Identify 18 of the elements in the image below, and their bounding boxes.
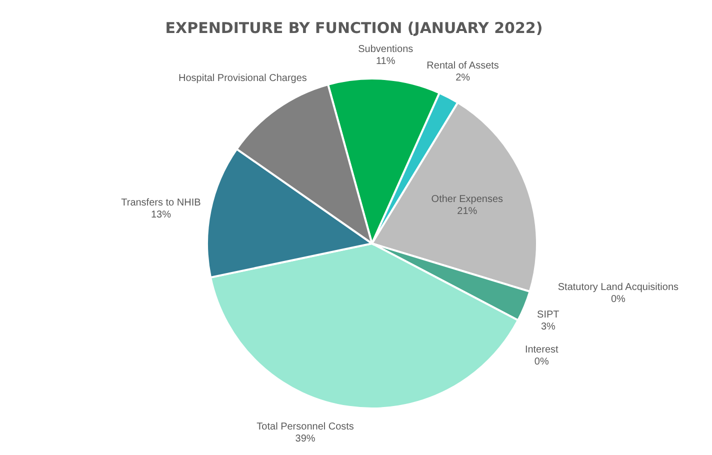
slice-label: Rental of Assets xyxy=(426,60,499,72)
slice-label: Other Expenses xyxy=(431,194,504,206)
data-label: 3% xyxy=(540,322,556,333)
data-label: 21% xyxy=(457,206,478,218)
slice-label: Hospital Provisional Charges xyxy=(178,73,307,84)
data-label: 13% xyxy=(150,209,172,220)
slice-label: Transfers to NHIB xyxy=(121,197,202,208)
text: 0% xyxy=(610,294,626,305)
slice-label: Subventions xyxy=(358,44,414,55)
slice-label: Total Personnel Costs xyxy=(256,422,354,433)
data-label: 11% xyxy=(376,56,396,67)
category-label: Statutory Land Acquisitions xyxy=(558,282,679,293)
data-label: 39% xyxy=(295,434,316,445)
chart-title: EXPENDITURE BY FUNCTION (JANUARY 2022) xyxy=(165,19,543,37)
text: 0% xyxy=(534,356,549,368)
data-label: 2% xyxy=(456,72,470,84)
slice-label: SIPT xyxy=(537,310,560,321)
category-label: Interest xyxy=(524,344,558,356)
